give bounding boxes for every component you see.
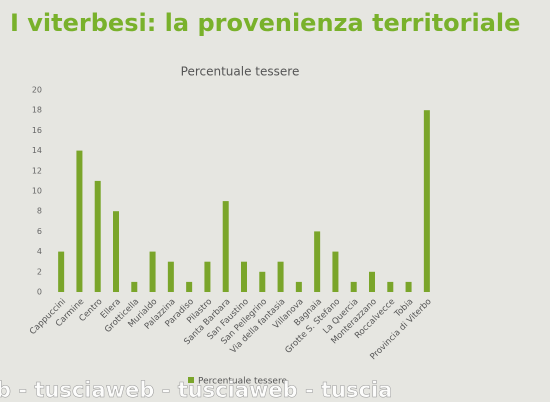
- bar: [222, 201, 229, 292]
- bar: [241, 261, 247, 292]
- bar: [94, 180, 101, 292]
- bar: [186, 281, 193, 292]
- slide-title: I viterbesi: la provenienza territoriale: [10, 9, 520, 37]
- bar: [113, 211, 119, 292]
- bar: [167, 261, 174, 292]
- bar: [314, 231, 321, 292]
- bar: [332, 251, 339, 292]
- chart-title: Percentuale tessere: [181, 65, 300, 79]
- bar: [423, 110, 430, 292]
- y-tick-label: 10: [32, 187, 42, 196]
- legend-swatch: [188, 377, 194, 383]
- y-tick-label: 20: [32, 86, 42, 95]
- bar: [369, 271, 375, 292]
- y-tick-label: 14: [32, 146, 42, 155]
- y-tick-label: 4: [37, 247, 42, 256]
- y-tick-label: 8: [37, 207, 42, 216]
- bar: [131, 281, 138, 292]
- bar: [295, 281, 302, 292]
- y-tick-label: 0: [37, 288, 42, 297]
- watermark: b - tusciaweb - tusciaweb - tuscia: [0, 378, 392, 402]
- y-tick-label: 6: [37, 227, 42, 236]
- bar: [76, 150, 83, 292]
- y-tick-label: 2: [37, 267, 42, 276]
- y-tick-label: 12: [32, 166, 42, 175]
- legend-label: Percentuale tessere: [198, 377, 287, 387]
- bar: [149, 251, 156, 292]
- bar: [405, 281, 412, 292]
- bar: [387, 281, 394, 292]
- y-tick-label: 16: [32, 126, 42, 135]
- y-tick-label: 18: [32, 106, 42, 115]
- bar: [277, 261, 284, 292]
- bar: [350, 281, 357, 292]
- bar: [58, 251, 65, 292]
- bar: [204, 261, 211, 292]
- bar: [259, 271, 266, 292]
